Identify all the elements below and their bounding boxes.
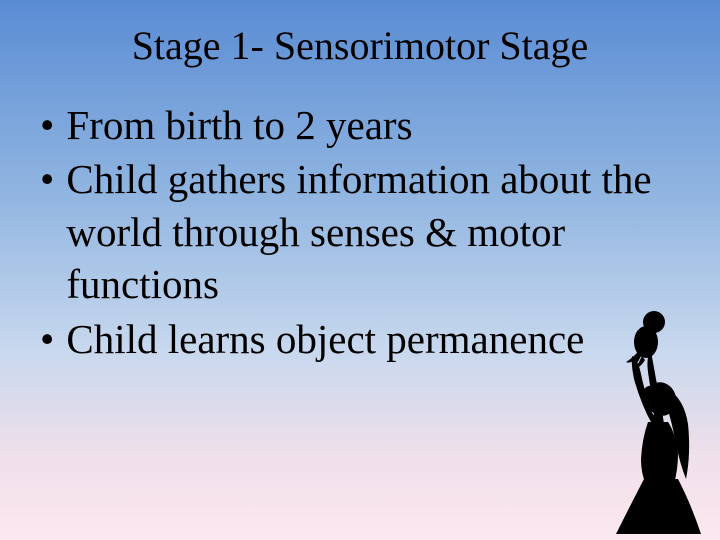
bullet-marker: • <box>40 313 54 365</box>
slide-title: Stage 1- Sensorimotor Stage <box>0 0 720 99</box>
bullet-text: Child gathers information about the worl… <box>66 153 700 310</box>
bullet-text: From birth to 2 years <box>66 99 700 151</box>
list-item: • Child gathers information about the wo… <box>40 153 700 310</box>
bullet-marker: • <box>40 99 54 151</box>
mother-baby-silhouette-image <box>546 304 716 534</box>
list-item: • From birth to 2 years <box>40 99 700 151</box>
bullet-marker: • <box>40 153 54 205</box>
